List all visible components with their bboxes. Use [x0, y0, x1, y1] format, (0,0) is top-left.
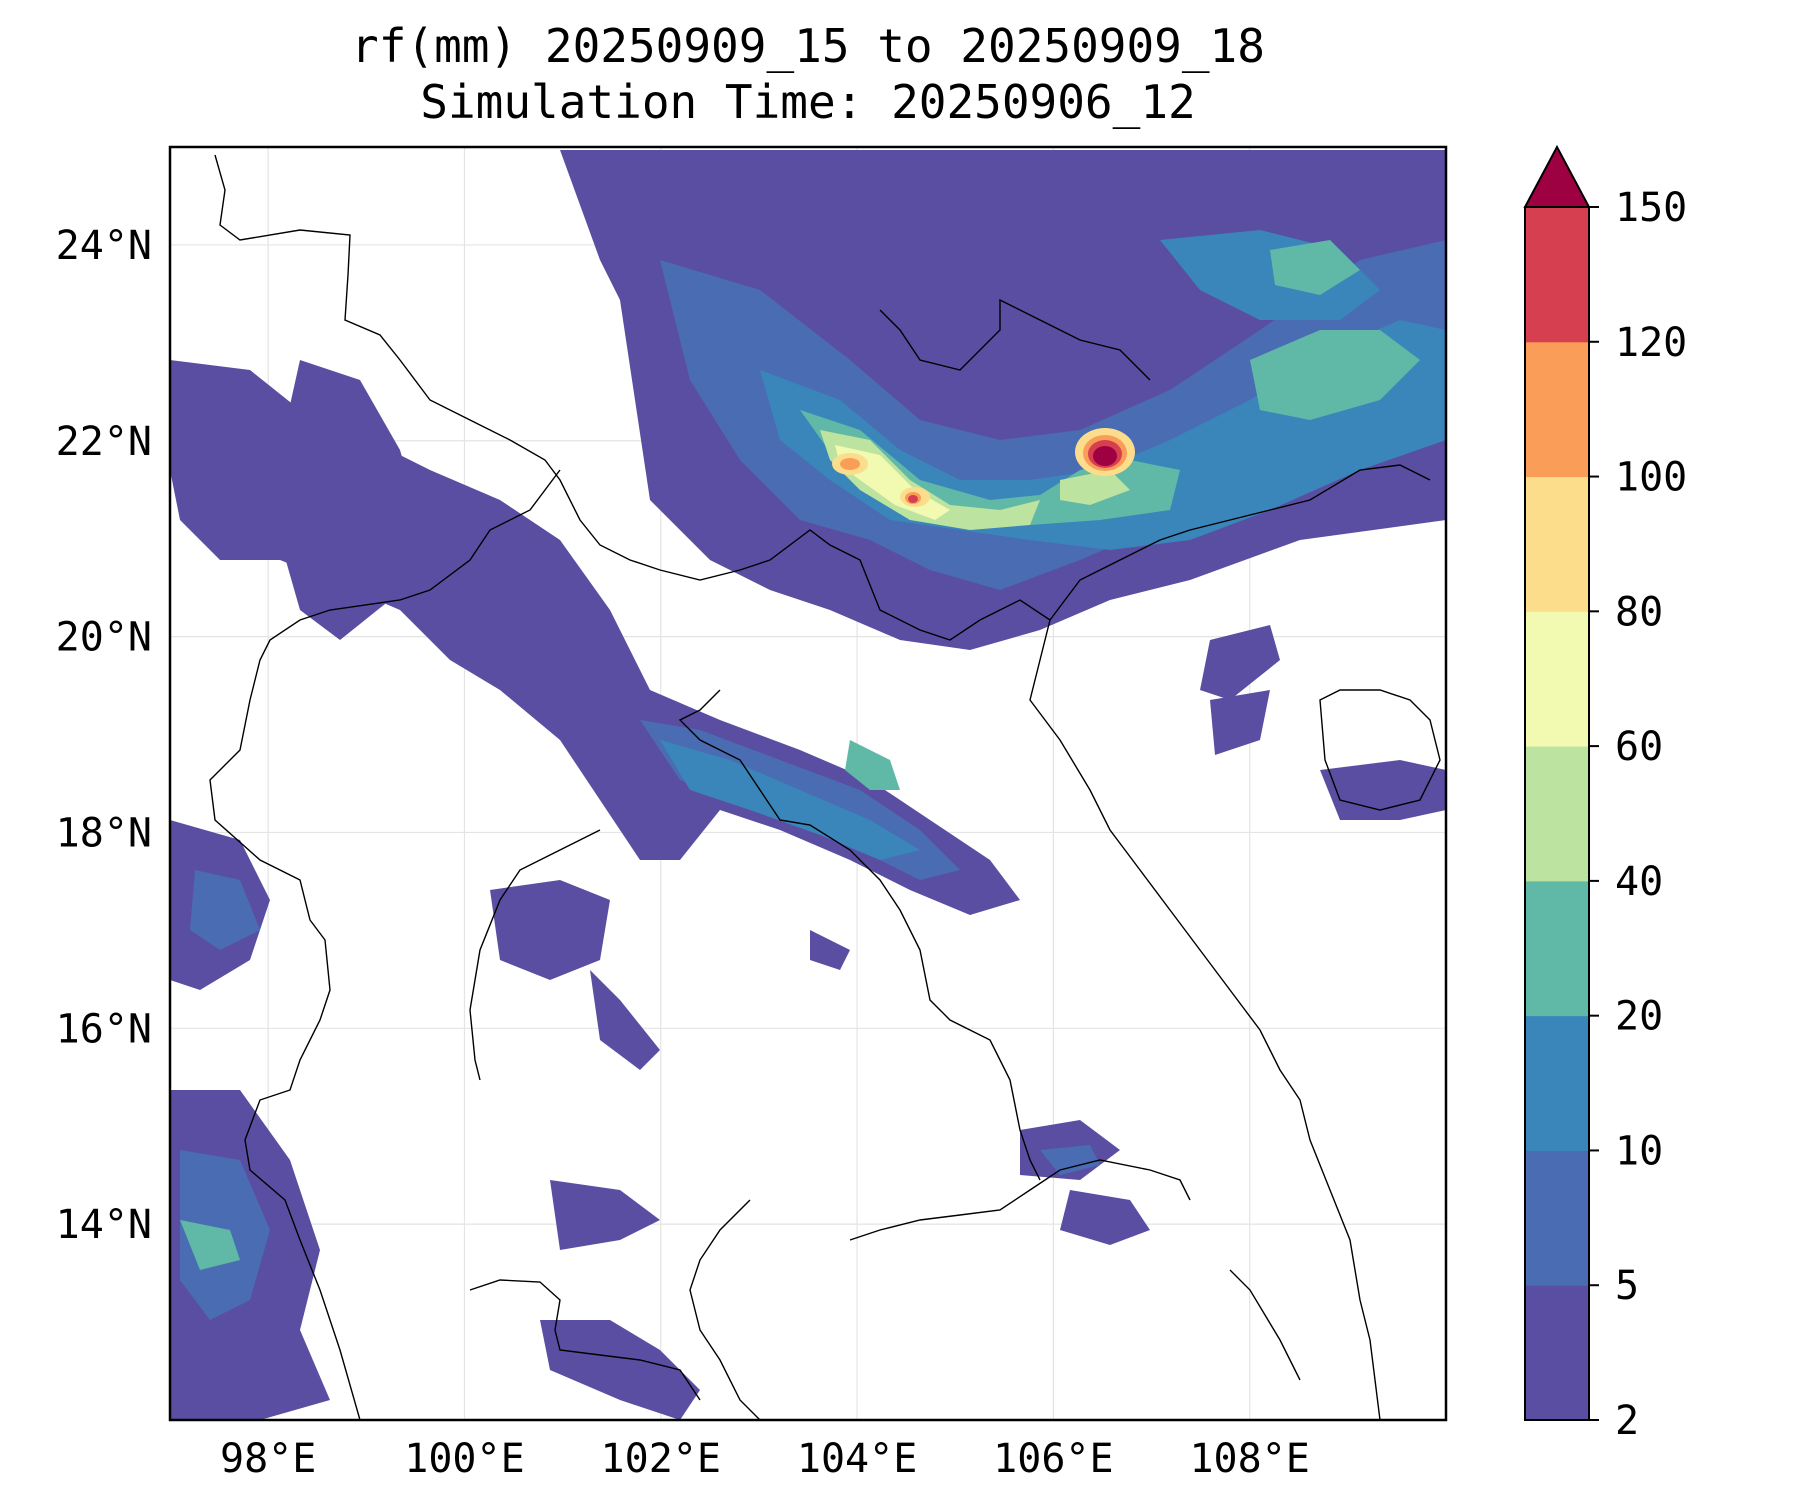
- latitude-ticks: 24°N 22°N 20°N 18°N 16°N 14°N: [56, 223, 152, 1248]
- colorbar-tick-label: 40: [1615, 859, 1663, 905]
- colorbar-segment: [1525, 746, 1589, 882]
- lat-tick-label: 20°N: [56, 615, 152, 661]
- colorbar-segment: [1525, 341, 1589, 478]
- lat-tick-label: 22°N: [56, 419, 152, 465]
- colorbar-tick-label: 2: [1615, 1398, 1639, 1444]
- map-frame: [168, 145, 1448, 1422]
- colorbar-frame: [1524, 206, 1590, 1421]
- lat-tick-label: 18°N: [56, 810, 152, 856]
- colorbar-tick-label: 20: [1615, 994, 1663, 1040]
- lon-tick-label: 102°E: [601, 1436, 721, 1482]
- colorbar-segment: [1525, 476, 1589, 612]
- lat-tick-label: 24°N: [56, 223, 152, 269]
- map-title: rf(mm) 20250909_15 to 20250909_18 Simula…: [170, 18, 1446, 130]
- lon-tick-label: 104°E: [797, 1436, 917, 1482]
- lon-tick-label: 100°E: [404, 1436, 524, 1482]
- lon-tick-label: 108°E: [1189, 1436, 1309, 1482]
- title-line-1: rf(mm) 20250909_15 to 20250909_18: [351, 19, 1265, 73]
- colorbar-segment: [1525, 611, 1589, 747]
- colorbar-tick-label: 100: [1615, 455, 1687, 501]
- rain-band-above-150: [1093, 446, 1117, 466]
- colorbar-tick-label: 60: [1615, 724, 1663, 770]
- colorbar-tick-label: 120: [1615, 320, 1687, 366]
- colorbar-segment: [1525, 1015, 1589, 1151]
- colorbar-segment: [1525, 880, 1589, 1017]
- lat-tick-label: 14°N: [56, 1202, 152, 1248]
- colorbar-extend-arrow: [1523, 144, 1591, 208]
- colorbar-segment: [1525, 1285, 1589, 1421]
- colorbar-tick-label: 10: [1615, 1128, 1663, 1174]
- longitude-ticks: 98°E 100°E 102°E 104°E 106°E 108°E: [220, 1436, 1310, 1482]
- colorbar: 2 5 10 20 40 60 80 100 120 150: [1523, 144, 1687, 1444]
- colorbar-tick-label: 80: [1615, 589, 1663, 635]
- colorbar-tick-label: 5: [1615, 1263, 1639, 1309]
- title-line-2: Simulation Time: 20250906_12: [420, 75, 1196, 129]
- colorbar-tick-label: 150: [1615, 185, 1687, 231]
- lon-tick-label: 106°E: [993, 1436, 1113, 1482]
- lat-tick-label: 16°N: [56, 1006, 152, 1052]
- lon-tick-label: 98°E: [220, 1436, 316, 1482]
- colorbar-segment: [1525, 207, 1589, 343]
- borders-coastlines: [209, 154, 1441, 1420]
- rainfall-field: [170, 150, 1446, 1420]
- colorbar-segment: [1525, 1150, 1589, 1286]
